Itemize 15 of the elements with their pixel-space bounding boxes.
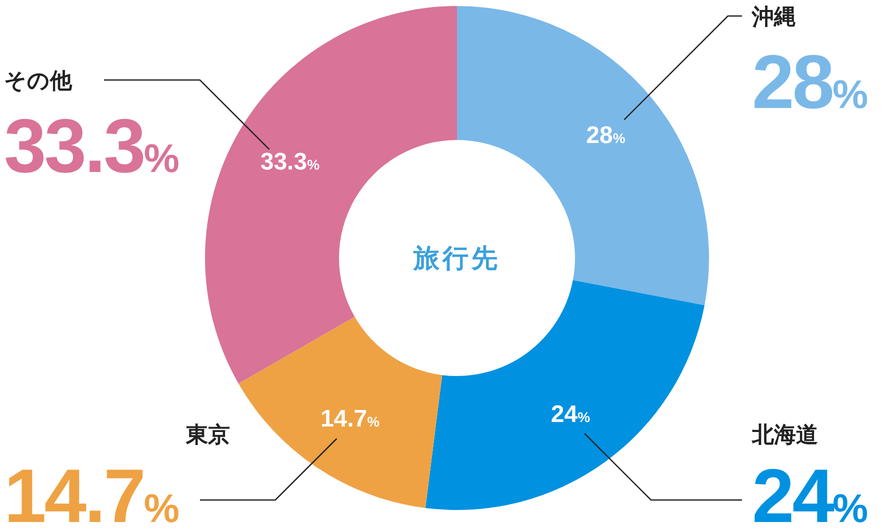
data-label: 14.7%: [320, 406, 380, 433]
text: 24%: [752, 454, 866, 529]
donut-slice: [425, 280, 705, 510]
data-label: 33.3%: [260, 148, 320, 176]
donut-slice: [238, 316, 442, 508]
slice-label: 北海道: [751, 423, 818, 448]
slice-label: 東京: [185, 422, 230, 448]
text: 33.3%: [4, 104, 178, 189]
data-label: 24%: [550, 401, 591, 428]
data-label: 28%: [586, 122, 626, 149]
text: 28%: [752, 40, 866, 125]
slice-label: 沖縄: [751, 5, 796, 30]
slice-label: その他: [4, 69, 73, 94]
text: 旅行先: [412, 244, 500, 274]
text: 14.7%: [4, 454, 178, 529]
